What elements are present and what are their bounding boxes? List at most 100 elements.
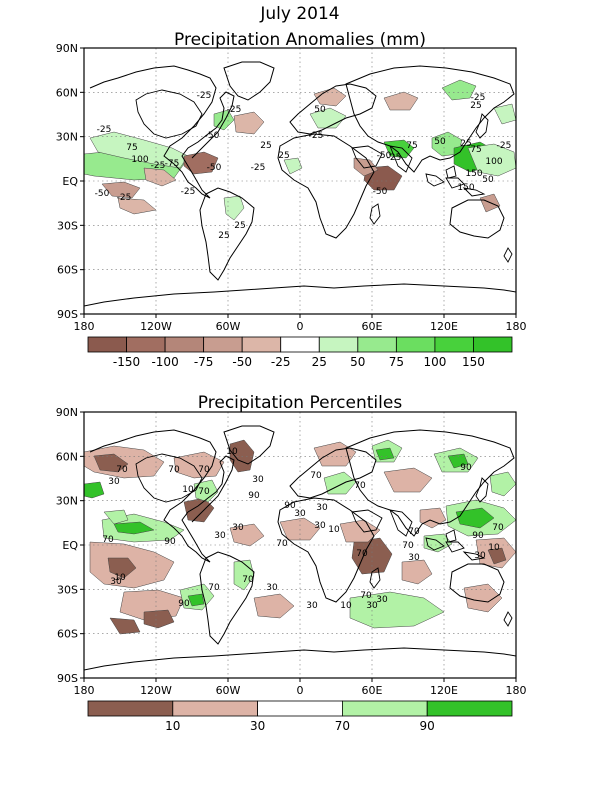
shaded-region [229, 523, 265, 547]
contour-label: 90 [164, 537, 176, 547]
shaded-region [233, 111, 265, 135]
lat-label: 30N [56, 495, 78, 508]
lon-label: 180 [74, 320, 95, 333]
shaded-region [349, 591, 445, 629]
shaded-region [253, 593, 295, 619]
shaded-region [143, 609, 175, 629]
contour-label: 30 [306, 601, 318, 611]
contour-label: -75 [165, 159, 180, 169]
contour-label: -50 [207, 163, 222, 173]
shaded-region [493, 103, 516, 125]
contour-label: 25 [234, 221, 245, 231]
lon-label: 120W [140, 684, 172, 697]
lon-label: 180 [506, 320, 527, 333]
contour-label: 70 [102, 535, 114, 545]
legend-label: 10 [165, 719, 180, 733]
contour-label: 25 [260, 141, 271, 151]
contour-label: 90 [472, 531, 484, 541]
shaded-region [383, 467, 433, 493]
shaded-region [117, 197, 157, 215]
contour-label: 10 [226, 447, 238, 457]
contour-label: -25 [151, 161, 166, 171]
contour-label: 90 [178, 599, 190, 609]
legend-swatch [473, 336, 513, 353]
contour-label: -25 [197, 91, 212, 101]
shaded-region [107, 557, 137, 579]
contour-label: 30 [214, 531, 226, 541]
lat-label: 90N [56, 406, 78, 419]
legend-label: -75 [194, 355, 214, 369]
contour-label: 70 [168, 465, 180, 475]
contour-label: -50 [205, 131, 220, 141]
contour-label: 150 [457, 183, 474, 193]
shaded-region [447, 453, 469, 469]
lon-label: 60W [216, 320, 241, 333]
lon-label: 120E [430, 320, 458, 333]
shaded-region [193, 479, 219, 503]
legend-swatch [172, 700, 259, 717]
lat-label: 90S [57, 672, 78, 685]
legend-swatch [341, 700, 428, 717]
shaded-region [173, 451, 225, 479]
lon-label: 60E [362, 320, 383, 333]
shaded-region [441, 79, 477, 101]
contour-label: -25 [117, 193, 132, 203]
contour-label: 70 [492, 523, 504, 533]
legend-swatch [203, 336, 243, 353]
contour-label: -50 [377, 151, 392, 161]
contour-label: 30 [408, 553, 420, 563]
lat-label: 90N [56, 42, 78, 55]
legend-swatch [434, 336, 474, 353]
legend-label: 30 [250, 719, 265, 733]
lat-label: 30S [57, 583, 78, 596]
legend-label: 50 [350, 355, 365, 369]
contour-label: 70 [356, 549, 368, 559]
contour-label: 30 [314, 521, 326, 531]
legend-swatch [318, 336, 359, 353]
lat-label: EQ [62, 175, 78, 188]
panel-title-anomalies: Precipitation Anomalies (mm) [174, 30, 426, 50]
contour-label: 70 [310, 471, 322, 481]
legend-label: -50 [232, 355, 252, 369]
legend-swatch [87, 700, 174, 717]
legend-anomalies: -150 -100 -75 -50 -25 25 50 75 100 150 [87, 336, 513, 369]
contour-label: 90 [284, 501, 296, 511]
legend-label: -25 [271, 355, 291, 369]
contour-label: 25 [460, 139, 471, 149]
contour-label: 25 [218, 231, 229, 241]
lon-label: 0 [297, 684, 304, 697]
contour-label: 30 [266, 583, 278, 593]
contour-label: 30 [294, 509, 306, 519]
legend-label: 70 [335, 719, 350, 733]
shaded-region [213, 109, 235, 131]
shaded-region [101, 181, 141, 199]
contour-label: -25 [97, 125, 112, 135]
shaded-region [383, 139, 415, 159]
shaded-region [283, 157, 303, 175]
contour-label: 70 [116, 465, 128, 475]
contour-label: -25 [227, 105, 242, 115]
lon-label: 180 [506, 684, 527, 697]
contour-label: 30 [316, 503, 328, 513]
lon-label: 180 [74, 684, 95, 697]
contour-label: 50 [434, 137, 446, 147]
contour-label: 30 [252, 475, 264, 485]
shaded-region [467, 143, 516, 177]
shaded-region [187, 593, 205, 607]
legend-swatch [241, 336, 282, 353]
contour-label: -25 [497, 141, 512, 151]
shaded-region [84, 481, 105, 499]
contour-label: 75 [406, 141, 417, 151]
contour-label: 50 [314, 105, 326, 115]
legend-label: 150 [462, 355, 485, 369]
contour-label: 30 [366, 601, 378, 611]
legend-label: 100 [423, 355, 446, 369]
contour-label: 10 [182, 485, 194, 495]
shaded-region [375, 447, 395, 461]
shaded-region [113, 521, 155, 535]
contour-label: 150 [465, 169, 482, 179]
contour-label: -50 [373, 187, 388, 197]
contour-label: -25 [309, 131, 324, 141]
contour-label: 30 [110, 577, 122, 587]
